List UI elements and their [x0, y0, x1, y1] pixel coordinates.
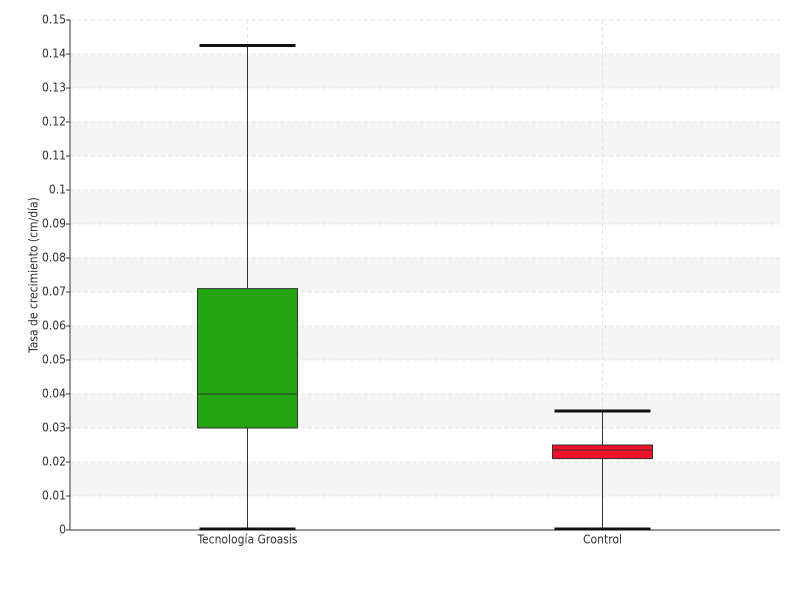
y-tick-label: 0 [59, 523, 66, 537]
y-tick-label: 0.02 [42, 455, 66, 469]
y-tick-label: 0.12 [42, 115, 66, 129]
x-tick-label: Tecnología Groasis [196, 533, 297, 547]
x-tick-label: Control [583, 533, 622, 547]
grid-band [70, 394, 780, 428]
y-tick-label: 0.08 [42, 251, 66, 265]
grid-band [70, 462, 780, 496]
grid-band [70, 258, 780, 292]
y-tick-label: 0.09 [42, 217, 66, 231]
y-tick-label: 0.11 [42, 149, 66, 163]
y-tick-label: 0.15 [42, 13, 66, 27]
y-tick-label: 0.03 [42, 421, 66, 435]
y-tick-label: 0.07 [42, 285, 66, 299]
grid-band [70, 122, 780, 156]
y-tick-label: 0.04 [42, 387, 66, 401]
y-tick-label: 0.01 [42, 489, 66, 503]
grid-band [70, 190, 780, 224]
box [552, 444, 653, 460]
box [197, 288, 298, 429]
y-tick-label: 0.14 [42, 47, 66, 61]
y-tick-label: 0.1 [49, 183, 66, 197]
y-axis-label: Tasa de crecimiento (cm/día) [27, 197, 41, 354]
y-tick-label: 0.06 [42, 319, 66, 333]
y-tick-label: 0.05 [42, 353, 66, 367]
grid-band [70, 54, 780, 88]
y-tick-label: 0.13 [42, 81, 66, 95]
grid-band [70, 326, 780, 360]
